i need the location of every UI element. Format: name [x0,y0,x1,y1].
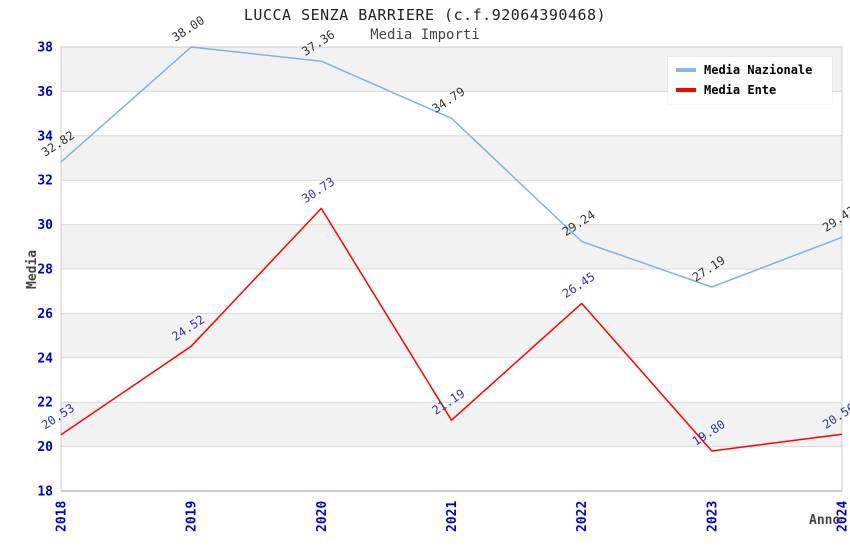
y-tick-label: 22 [37,396,53,411]
x-tick-label: 2024 [836,501,850,532]
chart-title: LUCCA SENZA BARRIERE (c.f.92064390468) [243,6,607,24]
legend-item-media-nazionale: Media Nazionale [676,60,826,80]
plot-band [61,357,842,403]
x-tick-label: 2018 [55,501,70,532]
y-axis-title: Media [25,249,40,289]
x-tick-label: 2022 [575,501,590,532]
series-line-media-ente [60,207,843,452]
y-tick-label: 38 [37,41,53,56]
x-tick-label: 2021 [445,501,460,532]
media-nazionale-line-swatch-icon [676,68,696,72]
y-tick-label: 18 [37,485,53,500]
legend-label: Media Ente [704,83,777,97]
plot-band [61,313,842,358]
y-tick-label: 30 [37,218,53,233]
plot-band [61,135,842,181]
y-tick-label: 20 [37,440,53,455]
plot-band [61,180,842,225]
plot-band [61,224,842,269]
x-tick-label: 2023 [705,501,720,532]
chart-subtitle: Media Importi [370,27,480,43]
legend-item-media-ente: Media Ente [676,80,826,100]
x-axis-title: Anno [809,513,841,528]
y-tick-label: 36 [37,85,53,100]
x-tick-label: 2019 [185,501,200,532]
y-tick-label: 24 [37,351,53,366]
plot-band [61,269,842,314]
y-tick-label: 28 [37,263,53,278]
media-ente-line-swatch-icon [676,88,696,92]
chart-legend: Media Nazionale Media Ente [668,57,832,104]
x-tick-label: 2020 [315,501,330,532]
plot-band [61,402,842,447]
y-tick-label: 26 [37,307,53,322]
y-tick-label: 34 [37,129,53,144]
y-tick-label: 32 [37,174,53,189]
series-line-media-nazionale [60,46,843,288]
legend-label: Media Nazionale [704,63,813,77]
plot-band [61,446,842,491]
